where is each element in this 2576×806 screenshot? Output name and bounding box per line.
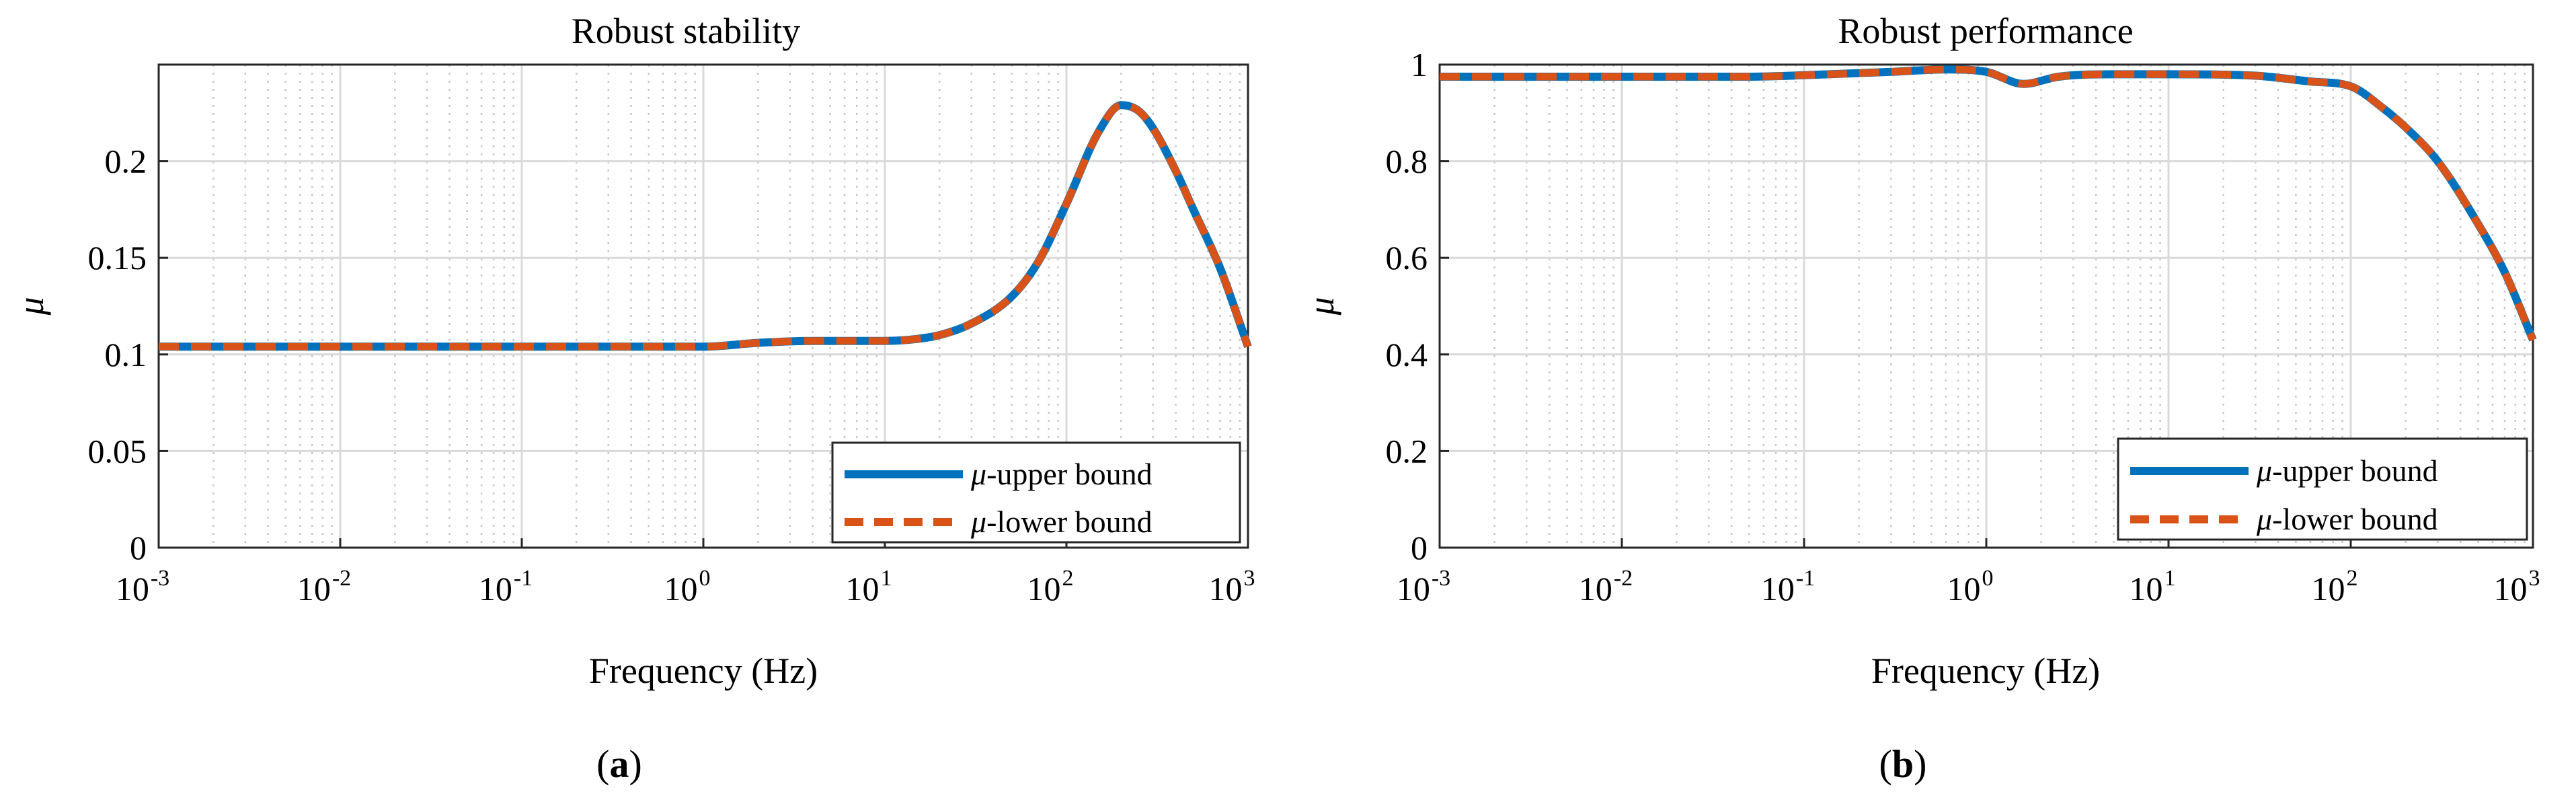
series-lower-bound-line	[1440, 65, 2537, 342]
legend-mu-symbol: μ	[2256, 502, 2272, 536]
legend-upper-label: μ-upper bound	[970, 457, 1153, 491]
y-tick-label: 0.6	[1386, 239, 1428, 277]
panel-letter: a	[610, 742, 629, 786]
legend-lower-text: -lower bound	[2272, 502, 2438, 536]
x-tick-label: 103	[2494, 566, 2540, 608]
x-tick-label: 10-1	[479, 566, 533, 608]
chart-robust-performance: Robust performance 0 0.2 0.4 0.6 0.8 1 10-3 10…	[1301, 11, 2540, 786]
x-tick-label: 100	[1947, 566, 1994, 608]
legend-lower-label: μ-lower bound	[2256, 502, 2438, 536]
x-axis-label: Frequency (Hz)	[589, 651, 818, 691]
y-tick-label: 0.2	[1386, 432, 1428, 470]
y-tick-label: 0.15	[88, 239, 147, 277]
x-axis-label: Frequency (Hz)	[1871, 651, 2100, 691]
legend-lower-text: -lower bound	[986, 505, 1153, 539]
y-tick-label: 0	[130, 529, 147, 566]
x-tick-label: 102	[2312, 566, 2358, 608]
paren-open: (	[1879, 742, 1892, 786]
panel-label-b: (b)	[1879, 742, 1927, 786]
legend-upper-text: -upper bound	[986, 457, 1153, 491]
panel-letter: b	[1892, 742, 1914, 786]
legend-box	[831, 441, 1241, 544]
y-tick-label: 0.4	[1386, 336, 1428, 373]
legend-box	[2117, 437, 2528, 541]
legend-lower-label: μ-lower bound	[970, 505, 1153, 539]
chart-title: Robust stability	[572, 11, 801, 51]
series-lower-bound-line	[159, 101, 1252, 351]
panel-label-a: (a)	[596, 742, 642, 786]
y-tick-label: 0.8	[1386, 143, 1428, 180]
legend-mu-symbol: μ	[2256, 453, 2272, 488]
chart-robust-stability: Robust stability 0 0.05 0.1 0.15 0.2 10-3 10-…	[11, 11, 1255, 786]
y-axis-label: μ	[11, 297, 51, 316]
y-tick-label: 0.1	[105, 336, 147, 373]
y-tick-label: 0.2	[105, 143, 147, 180]
chart-title: Robust performance	[1838, 11, 2133, 51]
x-tick-label: 10-2	[1579, 566, 1633, 608]
x-tick-label: 102	[1027, 566, 1074, 608]
legend-upper-text: -upper bound	[2272, 453, 2438, 488]
y-tick-label: 1	[1411, 46, 1428, 83]
legend: μ-upper bound μ-lower bound	[831, 441, 1241, 544]
x-tick-label: 10-2	[297, 566, 351, 608]
x-tick-label: 10-3	[116, 566, 169, 608]
y-tick-label: 0.05	[88, 432, 147, 470]
paren-close: )	[1914, 742, 1926, 786]
y-axis-label: μ	[1301, 297, 1341, 316]
legend-mu-symbol: μ	[970, 457, 986, 491]
x-tick-label: 100	[664, 566, 711, 608]
legend-mu-symbol: μ	[970, 505, 986, 539]
x-tick-label: 10-1	[1761, 566, 1815, 608]
paren-close: )	[629, 742, 642, 786]
x-tick-label: 103	[1209, 566, 1255, 608]
y-tick-label: 0	[1411, 529, 1428, 566]
x-tick-label: 101	[2130, 566, 2176, 608]
legend: μ-upper bound μ-lower bound	[2117, 437, 2528, 541]
x-tick-label: 101	[846, 566, 892, 608]
paren-open: (	[596, 742, 609, 786]
x-tick-label: 10-3	[1397, 566, 1450, 608]
legend-upper-label: μ-upper bound	[2256, 453, 2438, 488]
